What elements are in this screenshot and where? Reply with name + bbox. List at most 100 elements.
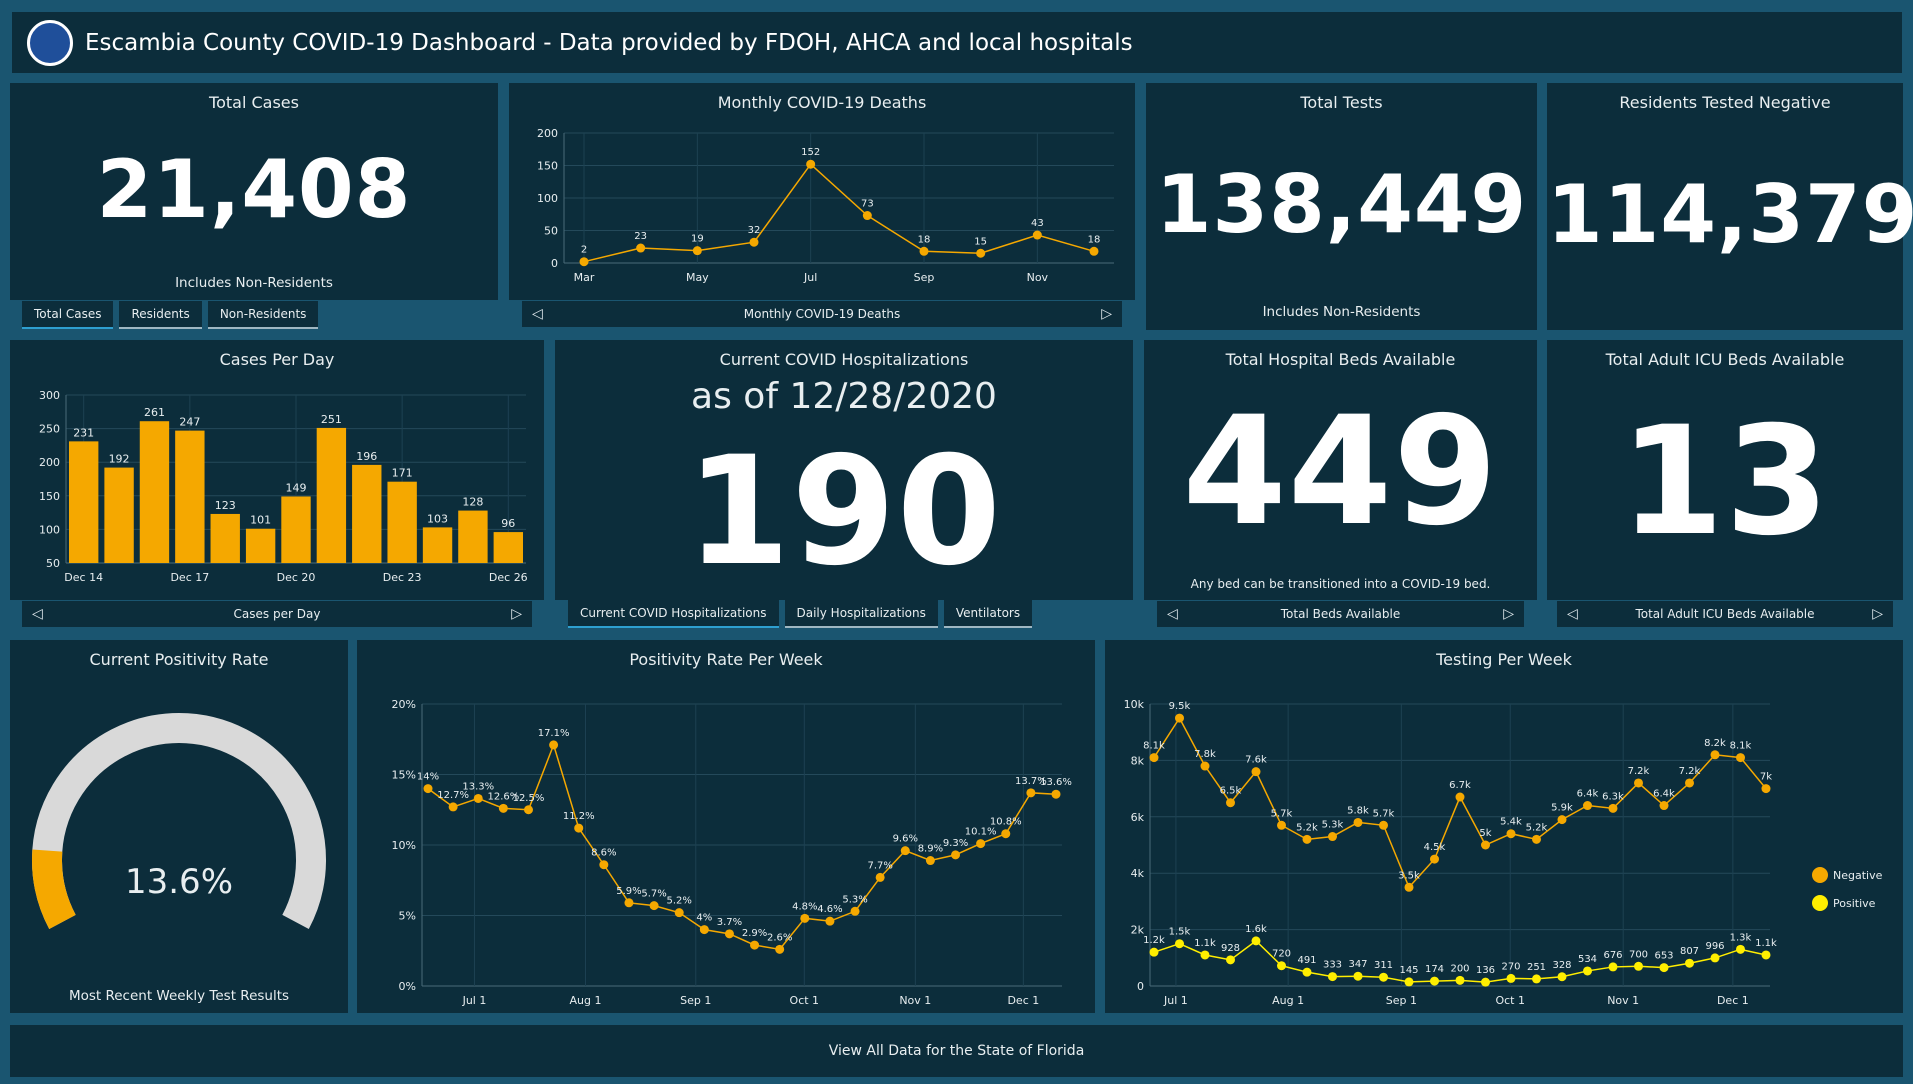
county-seal-logo [27, 19, 73, 66]
negative-data-label: 6.7k [1449, 780, 1471, 791]
next-arrow-icon[interactable]: ▷ [1101, 306, 1112, 322]
positive-point [1430, 976, 1439, 986]
positive-point [1736, 944, 1745, 954]
tab-residents[interactable]: Residents [119, 301, 202, 329]
bar-data-label: 103 [427, 512, 448, 525]
positive-point [1455, 975, 1465, 985]
positive-data-label: 653 [1654, 951, 1673, 962]
positivity-data-label: 5.2% [666, 896, 691, 907]
previous-arrow-icon[interactable]: ◁ [32, 606, 43, 622]
bar-data-label: 123 [215, 499, 236, 512]
previous-arrow-icon[interactable]: ◁ [532, 306, 543, 322]
y-tick-label: 4k [1131, 867, 1145, 880]
tab-current-hospitalizations[interactable]: Current COVID Hospitalizations [568, 600, 779, 628]
positivity-point [800, 913, 810, 923]
hospital-beds-value: 449 [1182, 385, 1499, 559]
x-tick-label: Nov 1 [1607, 994, 1639, 1007]
positivity-point [423, 784, 433, 794]
positive-data-label: 1.1k [1755, 938, 1777, 949]
positivity-gauge [32, 713, 326, 930]
tab-non-residents[interactable]: Non-Residents [207, 301, 319, 329]
x-tick-label: Dec 1 [1717, 994, 1749, 1007]
positive-point [1557, 972, 1567, 982]
positivity-data-label: 12.6% [487, 791, 519, 802]
positivity-point [724, 929, 734, 939]
deaths-data-label: 2 [581, 245, 587, 256]
x-tick-label: Sep 1 [1386, 994, 1417, 1007]
nav-label: Monthly COVID-19 Deaths [743, 307, 901, 321]
next-arrow-icon[interactable]: ▷ [1872, 606, 1883, 622]
positive-data-label: 270 [1501, 961, 1520, 972]
residents-negative-value: 114,379 [1547, 168, 1913, 261]
y-tick-label: 0 [551, 257, 558, 270]
positivity-data-label: 10.8% [990, 817, 1022, 828]
negative-point [1149, 753, 1159, 763]
positivity-data-label: 14% [417, 772, 439, 783]
legend-marker [1812, 867, 1828, 883]
bar-data-label: 261 [144, 406, 165, 419]
total-tests-value: 138,449 [1155, 158, 1528, 251]
positive-data-label: 676 [1603, 950, 1622, 961]
negative-point [1736, 753, 1745, 763]
header: Escambia County COVID-19 Dashboard - Dat… [12, 12, 1902, 73]
x-tick-label: Dec 17 [170, 571, 209, 584]
bar-data-label: 231 [73, 426, 94, 439]
negative-data-label: 7k [1760, 772, 1772, 783]
deaths-data-label: 15 [974, 236, 987, 247]
positive-point [1302, 967, 1312, 977]
positivity-data-label: 9.3% [943, 838, 968, 849]
tab-daily-hospitalizations[interactable]: Daily Hospitalizations [784, 600, 938, 628]
deaths-data-label: 152 [801, 147, 820, 158]
positive-data-label: 311 [1374, 960, 1393, 971]
x-tick-label: Jul 1 [1163, 994, 1188, 1007]
negative-data-label: 7.2k [1679, 766, 1701, 777]
total-cases-tabs: Total Cases Residents Non-Residents [22, 301, 319, 329]
positive-point [1481, 977, 1490, 987]
next-arrow-icon[interactable]: ▷ [511, 606, 522, 622]
panel-title: Total Hospital Beds Available [1225, 350, 1456, 369]
gauge-note: Most Recent Weekly Test Results [68, 988, 290, 1004]
negative-point [1175, 713, 1184, 723]
y-tick-label: 20% [392, 698, 416, 711]
nav-label: Total Beds Available [1280, 607, 1401, 621]
negative-point [1404, 882, 1414, 892]
negative-point [1761, 784, 1771, 794]
x-tick-label: Dec 1 [1007, 994, 1039, 1007]
positive-data-label: 200 [1450, 963, 1469, 974]
negative-point [1251, 767, 1261, 777]
positivity-point [1051, 789, 1061, 799]
negative-data-label: 5.7k [1271, 808, 1293, 819]
hospital-beds-panel: Total Hospital Beds Available 449 Any be… [1144, 340, 1537, 600]
negative-point [1455, 792, 1465, 802]
tab-total-cases[interactable]: Total Cases [22, 301, 114, 329]
negative-point [1302, 834, 1312, 844]
previous-arrow-icon[interactable]: ◁ [1567, 606, 1578, 622]
positive-data-label: 328 [1552, 960, 1571, 971]
x-tick-label: Dec 26 [489, 571, 528, 584]
hospital-beds-note: Any bed can be transitioned into a COVID… [1190, 577, 1491, 591]
cases-per-day-panel: Cases Per Day 50 100 150 200 250 300 Dec 14 Dec… [10, 340, 544, 600]
bar [422, 527, 453, 563]
panel-title: Current Positivity Rate [89, 650, 269, 669]
florida-data-link[interactable]: View All Data for the State of Florida [10, 1025, 1903, 1077]
negative-data-label: 4.5k [1424, 842, 1446, 853]
deaths-point [862, 211, 872, 221]
negative-data-label: 5.9k [1551, 803, 1573, 814]
positivity-data-label: 5.3% [842, 894, 867, 905]
negative-data-label: 5.3k [1322, 820, 1344, 831]
positive-data-label: 807 [1680, 946, 1699, 957]
previous-arrow-icon[interactable]: ◁ [1167, 606, 1178, 622]
legend-label: Positive [1833, 897, 1876, 910]
tab-ventilators[interactable]: Ventilators [943, 600, 1033, 628]
negative-data-label: 6.3k [1602, 791, 1624, 802]
bar [104, 467, 134, 563]
nav-label: Cases per Day [233, 607, 321, 621]
y-tick-label: 200 [537, 127, 558, 140]
deaths-data-label: 43 [1031, 218, 1044, 229]
next-arrow-icon[interactable]: ▷ [1503, 606, 1514, 622]
negative-point [1200, 761, 1210, 771]
positive-point [1251, 936, 1261, 946]
positive-data-label: 174 [1425, 964, 1444, 975]
positivity-point [473, 793, 483, 803]
deaths-point [636, 243, 646, 253]
